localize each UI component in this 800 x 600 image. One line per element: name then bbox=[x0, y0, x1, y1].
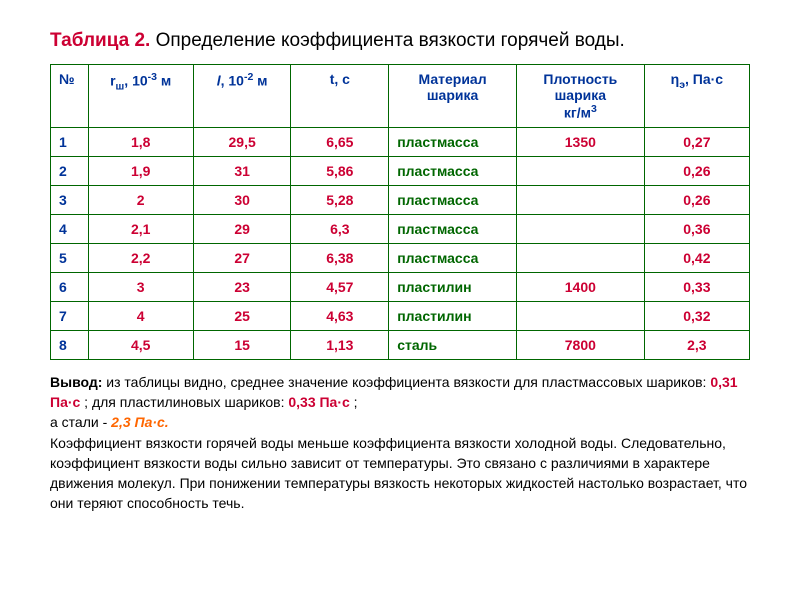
cell-eta: 2,3 bbox=[644, 330, 749, 359]
table-row: 74254,63пластилин 0,32 bbox=[51, 301, 750, 330]
col-l: l, 10-2 м bbox=[193, 65, 291, 128]
cell-t: 5,28 bbox=[291, 185, 389, 214]
cell-mat: пластмасса bbox=[389, 214, 517, 243]
cell-eta: 0,26 bbox=[644, 156, 749, 185]
cell-l: 27 bbox=[193, 243, 291, 272]
cell-d: 1400 bbox=[516, 272, 644, 301]
cell-r: 4 bbox=[88, 301, 193, 330]
conclusion-label: Вывод: bbox=[50, 374, 102, 390]
cell-r: 3 bbox=[88, 272, 193, 301]
cell-n: 5 bbox=[51, 243, 89, 272]
col-n: № bbox=[51, 65, 89, 128]
table-header-row: № rш, 10-3 м l, 10-2 м t, c Материал шар… bbox=[51, 65, 750, 128]
cell-eta: 0,26 bbox=[644, 185, 749, 214]
cell-mat: пластмасса bbox=[389, 156, 517, 185]
col-material: Материал шарика bbox=[389, 65, 517, 128]
col-density: Плотность шарикакг/м3 bbox=[516, 65, 644, 128]
cell-r: 2,1 bbox=[88, 214, 193, 243]
cell-eta: 0,33 bbox=[644, 272, 749, 301]
cell-mat: сталь bbox=[389, 330, 517, 359]
cell-t: 4,57 bbox=[291, 272, 389, 301]
cell-l: 31 bbox=[193, 156, 291, 185]
cell-mat: пластмасса bbox=[389, 127, 517, 156]
cell-n: 3 bbox=[51, 185, 89, 214]
cell-t: 6,3 bbox=[291, 214, 389, 243]
table-row: 42,1296,3пластмасса 0,36 bbox=[51, 214, 750, 243]
cell-mat: пластмасса bbox=[389, 185, 517, 214]
table-body: 11,829,56,65пластмасса13500,2721,9315,86… bbox=[51, 127, 750, 359]
cell-l: 29 bbox=[193, 214, 291, 243]
cell-eta: 0,42 bbox=[644, 243, 749, 272]
table-row: 52,2276,38пластмасса 0,42 bbox=[51, 243, 750, 272]
table-row: 32305,28пластмасса 0,26 bbox=[51, 185, 750, 214]
table-row: 11,829,56,65пластмасса13500,27 bbox=[51, 127, 750, 156]
cell-t: 6,65 bbox=[291, 127, 389, 156]
cell-r: 1,9 bbox=[88, 156, 193, 185]
cell-r: 2,2 bbox=[88, 243, 193, 272]
cell-t: 6,38 bbox=[291, 243, 389, 272]
page-title: Таблица 2. Определение коэффициента вязк… bbox=[50, 30, 750, 52]
cell-d bbox=[516, 214, 644, 243]
cell-l: 15 bbox=[193, 330, 291, 359]
cell-r: 4,5 bbox=[88, 330, 193, 359]
cell-mat: пластмасса bbox=[389, 243, 517, 272]
cell-l: 25 bbox=[193, 301, 291, 330]
cell-t: 1,13 bbox=[291, 330, 389, 359]
cell-n: 8 bbox=[51, 330, 89, 359]
table-row: 21,9315,86пластмасса 0,26 bbox=[51, 156, 750, 185]
conclusion: Вывод: из таблицы видно, среднее значени… bbox=[50, 372, 750, 514]
col-r: rш, 10-3 м bbox=[88, 65, 193, 128]
cell-eta: 0,32 bbox=[644, 301, 749, 330]
col-t: t, c bbox=[291, 65, 389, 128]
cell-l: 30 bbox=[193, 185, 291, 214]
cell-d bbox=[516, 185, 644, 214]
table-row: 84,5151,13сталь78002,3 bbox=[51, 330, 750, 359]
data-table: № rш, 10-3 м l, 10-2 м t, c Материал шар… bbox=[50, 64, 750, 360]
cell-r: 1,8 bbox=[88, 127, 193, 156]
cell-d: 7800 bbox=[516, 330, 644, 359]
table-row: 63234,57пластилин14000,33 bbox=[51, 272, 750, 301]
cell-r: 2 bbox=[88, 185, 193, 214]
cell-n: 4 bbox=[51, 214, 89, 243]
cell-mat: пластилин bbox=[389, 272, 517, 301]
cell-l: 23 bbox=[193, 272, 291, 301]
cell-d bbox=[516, 301, 644, 330]
cell-l: 29,5 bbox=[193, 127, 291, 156]
cell-eta: 0,27 bbox=[644, 127, 749, 156]
cell-eta: 0,36 bbox=[644, 214, 749, 243]
cell-n: 6 bbox=[51, 272, 89, 301]
cell-t: 5,86 bbox=[291, 156, 389, 185]
cell-n: 1 bbox=[51, 127, 89, 156]
cell-d: 1350 bbox=[516, 127, 644, 156]
cell-n: 2 bbox=[51, 156, 89, 185]
cell-n: 7 bbox=[51, 301, 89, 330]
cell-t: 4,63 bbox=[291, 301, 389, 330]
cell-mat: пластилин bbox=[389, 301, 517, 330]
title-text: Определение коэффициента вязкости горяче… bbox=[156, 30, 625, 51]
cell-d bbox=[516, 243, 644, 272]
col-eta: ηэ, Па·с bbox=[644, 65, 749, 128]
cell-d bbox=[516, 156, 644, 185]
title-label: Таблица 2. bbox=[50, 30, 150, 51]
